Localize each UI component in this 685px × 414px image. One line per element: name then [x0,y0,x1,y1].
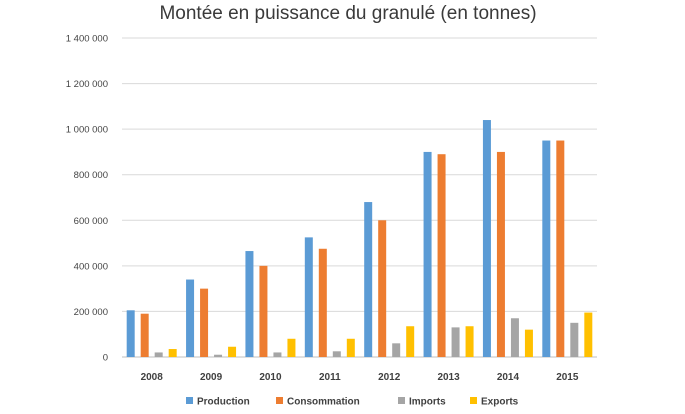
y-axis-ticks: 0 200 000 400 000 600 000 800 000 1 000 000 1 … [66,34,108,364]
x-tick-label: 2014 [497,372,520,383]
y-tick-label: 400 000 [74,261,108,272]
bar-imports-2008 [154,352,163,357]
y-tick-label: 0 [103,353,108,364]
legend: Production Consommation Imports Exports [186,397,519,408]
bar-imports-2014 [510,318,519,357]
bar-production-2013 [423,151,432,357]
x-tick-label: 2013 [437,372,460,383]
bar-consommation-2010 [259,265,268,357]
bar-consommation-2014 [496,151,505,357]
bar-production-2011 [304,237,313,357]
bar-exports-2010 [287,338,296,357]
bar-consommation-2011 [318,248,327,357]
bar-exports-2013 [465,326,474,357]
bar-exports-2008 [168,349,177,357]
bar-exports-2011 [346,338,355,357]
legend-swatch-production [186,397,193,404]
bar-exports-2015 [584,312,593,357]
y-tick-label: 800 000 [74,170,108,181]
y-tick-label: 1 200 000 [66,79,108,90]
bar-consommation-2012 [378,220,387,357]
x-tick-label: 2012 [378,372,401,383]
x-tick-label: 2009 [200,372,223,383]
y-tick-label: 1 400 000 [66,34,108,45]
bar-exports-2014 [524,329,533,357]
bar-imports-2015 [570,322,579,357]
bar-exports-2012 [406,326,415,357]
bar-production-2014 [482,120,491,358]
bar-imports-2011 [332,351,341,357]
legend-label-consommation: Consommation [287,397,360,408]
x-tick-label: 2015 [556,372,579,383]
y-tick-label: 1 000 000 [66,125,108,136]
bar-consommation-2015 [556,140,565,357]
bar-production-2008 [126,310,135,357]
legend-label-exports: Exports [481,397,519,408]
bar-imports-2012 [392,343,401,357]
legend-swatch-consommation [276,397,283,404]
bar-consommation-2008 [140,313,149,357]
x-tick-label: 2011 [319,372,341,383]
chart-title: Montée en puissance du granulé (en tonne… [159,3,536,24]
x-tick-label: 2010 [259,372,282,383]
bar-exports-2009 [228,346,237,357]
legend-label-production: Production [197,397,250,408]
bar-production-2015 [542,140,551,357]
legend-label-imports: Imports [409,397,446,408]
y-tick-label: 200 000 [74,307,108,318]
bar-imports-2010 [273,352,282,357]
bar-production-2009 [186,279,195,357]
bar-consommation-2013 [437,154,446,357]
bar-imports-2009 [214,354,223,357]
legend-swatch-imports [398,397,405,404]
bar-production-2012 [364,202,373,357]
bar-consommation-2009 [200,288,209,357]
bar-production-2010 [245,251,254,357]
bars [126,120,593,358]
x-tick-label: 2008 [141,372,164,383]
legend-swatch-exports [470,397,477,404]
y-tick-label: 600 000 [74,216,108,227]
x-axis-ticks: 2008 2009 2010 2011 2012 2013 2014 2015 [141,372,579,383]
bar-imports-2013 [451,327,460,357]
